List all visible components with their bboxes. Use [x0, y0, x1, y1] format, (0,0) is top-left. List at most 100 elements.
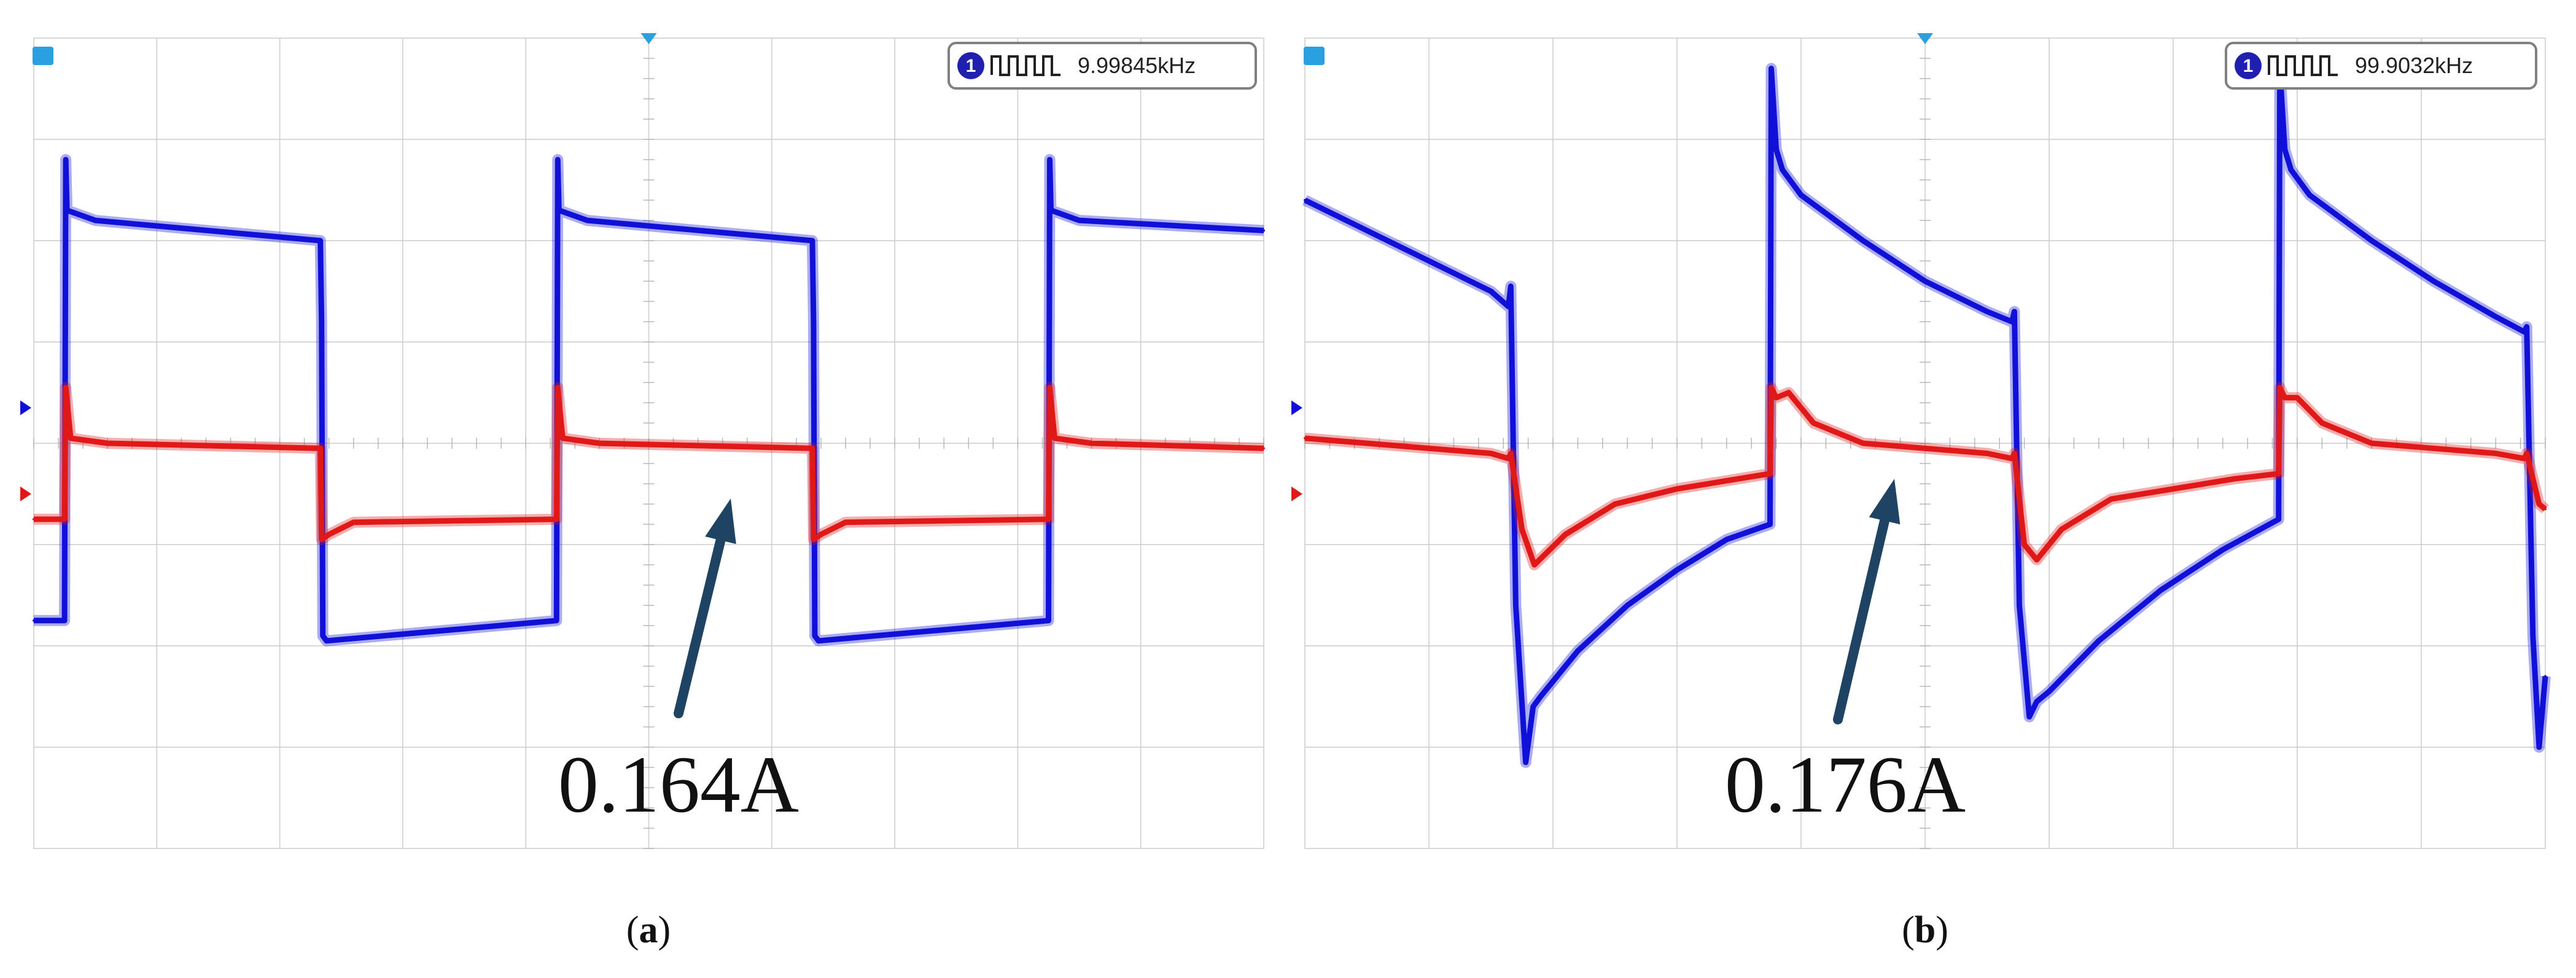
trace-line	[1304, 384, 2547, 568]
trace-point	[1090, 442, 1093, 444]
trace-point	[1676, 569, 1678, 572]
panel-label-letter: a	[639, 909, 658, 951]
trace-point	[321, 634, 324, 637]
trace-point	[1304, 437, 1306, 440]
trace-point	[1614, 503, 1616, 505]
trace-point	[556, 386, 559, 389]
trace-point	[352, 521, 355, 524]
trigger-position-icon	[640, 33, 657, 44]
frequency-value: 9.99845kHz	[1078, 53, 1196, 78]
trace-point	[2035, 700, 2038, 703]
trace-point	[327, 533, 330, 536]
trace-point	[813, 634, 816, 637]
trace-point	[561, 437, 564, 440]
trace-point	[2523, 457, 2526, 460]
trace-point	[2432, 280, 2435, 282]
trace-point	[1738, 477, 1740, 480]
scope-panel-b: 1 99.9032kHz 0.176A	[1291, 33, 2551, 849]
trace-point	[1812, 422, 1815, 424]
trace-point	[844, 521, 847, 524]
frequency-readout: 1 99.9032kHz	[2225, 42, 2537, 90]
panel-label: (b)	[1902, 909, 1948, 951]
trace-point	[1770, 386, 1773, 389]
trace-point	[2018, 604, 2021, 607]
trace-point	[1924, 280, 1926, 282]
trace-point	[1514, 604, 1517, 607]
trace-point	[63, 619, 66, 622]
grid	[1304, 37, 2546, 849]
trace-point	[2537, 503, 2540, 505]
annotation-arrow-shaft	[674, 535, 726, 718]
trace-point	[2289, 168, 2292, 171]
trace-point	[1428, 447, 1430, 450]
trace-point	[1862, 239, 1864, 242]
trace-point	[2308, 193, 2311, 196]
channel2-offset-icon	[20, 486, 31, 502]
trace-point	[2544, 675, 2547, 678]
trace-point	[66, 209, 69, 212]
trace-point	[1047, 619, 1050, 622]
trace-point	[1366, 442, 1368, 444]
annotation-label: 0.164A	[558, 739, 799, 829]
panel-label-letter: b	[1915, 909, 1936, 951]
trace-point	[2370, 442, 2373, 444]
trace-point	[1507, 305, 1510, 308]
trace-point	[1564, 533, 1567, 536]
panel-label-open: (	[626, 909, 639, 951]
trace-point	[94, 219, 97, 222]
trace-point	[811, 239, 814, 242]
annotation: 0.176A	[1725, 479, 1966, 829]
trace-point	[69, 437, 72, 440]
trace-point	[2525, 325, 2528, 328]
trace-point	[2035, 558, 2038, 561]
trace-point	[2523, 330, 2526, 333]
trace-point	[555, 619, 558, 622]
channel1-badge-icon	[2235, 52, 2262, 79]
trace-point	[1576, 650, 1579, 653]
grid	[33, 37, 1264, 849]
trace-point	[555, 518, 558, 521]
trace-point	[1507, 457, 1510, 460]
trace-point	[586, 219, 589, 222]
channel2-trace	[1304, 382, 2549, 570]
trace-point	[63, 518, 66, 521]
trace-point	[1775, 396, 1778, 399]
trace-point	[1924, 447, 1926, 450]
trace-point	[2028, 715, 2031, 718]
trigger-level-icon	[33, 47, 53, 65]
trace-point	[1053, 437, 1056, 440]
panel-label: (a)	[626, 909, 671, 951]
trace-point	[1800, 193, 1802, 196]
trace-point	[2048, 690, 2050, 693]
trace-point	[64, 158, 68, 161]
readout-box	[948, 42, 1257, 90]
trace-point	[1520, 528, 1523, 531]
trace-point	[2010, 457, 2014, 460]
trace-point	[1626, 604, 1629, 607]
panel-label-open: (	[1902, 909, 1915, 951]
trace-point	[817, 639, 820, 642]
channel2-offset-icon	[1291, 486, 1302, 502]
panel-label-close: )	[1936, 909, 1948, 951]
square-wave-icon	[990, 55, 1060, 76]
trace-point	[2278, 386, 2281, 389]
trace-point	[819, 533, 822, 536]
trace-point	[2013, 452, 2016, 455]
trace-point	[1986, 310, 1988, 313]
panel-label-close: )	[658, 909, 671, 951]
trace-point	[2544, 508, 2547, 511]
trace-point	[1047, 518, 1050, 521]
trace-point	[2283, 148, 2286, 151]
trace-point	[1781, 168, 1784, 171]
trace-point	[1428, 260, 1430, 262]
trace-point	[2537, 746, 2540, 748]
trace-point	[1770, 67, 1773, 70]
trace-point	[2277, 472, 2280, 475]
trace-point	[1509, 285, 1512, 288]
trace-point	[2494, 452, 2497, 455]
channel1-trace	[1302, 63, 2551, 768]
trace-point	[2013, 310, 2016, 313]
trace-point	[1509, 452, 1512, 455]
trace-point	[1775, 148, 1778, 151]
